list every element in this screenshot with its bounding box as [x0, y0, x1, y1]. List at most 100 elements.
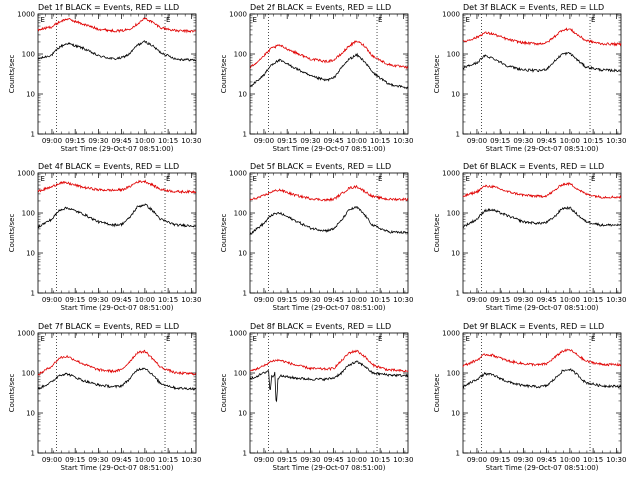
panel-title: Det 4f BLACK = Events, RED = LLD [38, 162, 179, 171]
e-marker: E [591, 335, 595, 343]
y-axis-label: Counts/sec [8, 374, 16, 413]
panel-title: Det 8f BLACK = Events, RED = LLD [250, 322, 391, 331]
x-tick-label: 10:30 [181, 456, 201, 464]
x-tick-label: 09:30 [88, 456, 108, 464]
y-tick-label: 1000 [229, 330, 247, 338]
x-tick-label: 09:00 [467, 456, 487, 464]
x-tick-label: 09:00 [42, 296, 62, 304]
detector-panel: Det 3f BLACK = Events, RED = LLD 1 10 100 10… [433, 3, 626, 153]
y-tick-label: 10 [238, 250, 247, 258]
y-tick-label: 10 [238, 410, 247, 418]
x-axis-label: Start Time (29-Oct-07 08:51:00) [486, 464, 599, 472]
lld-series-line [37, 17, 196, 34]
panel-title: Det 7f BLACK = Events, RED = LLD [38, 322, 179, 331]
y-tick-label: 100 [22, 51, 35, 59]
x-tick-label: 09:45 [537, 137, 557, 145]
x-axis-label: Start Time (29-Oct-07 08:51:00) [273, 145, 386, 153]
y-tick-label: 1000 [442, 330, 460, 338]
x-tick-label: 09:30 [300, 137, 320, 145]
y-tick-label: 1 [31, 131, 35, 139]
y-tick-label: 1 [456, 450, 460, 458]
e-marker: E [166, 335, 170, 343]
lld-series-line [37, 179, 197, 195]
x-tick-label: 09:45 [537, 456, 557, 464]
lld-series-line [249, 184, 409, 202]
x-tick-label: 10:15 [370, 296, 390, 304]
y-axis-label: Counts/sec [433, 214, 441, 253]
y-tick-label: 10 [26, 250, 35, 258]
y-axis-label: Counts/sec [8, 214, 16, 253]
events-series-line [37, 367, 197, 391]
plot-frame [37, 13, 197, 135]
x-axis-label: Start Time (29-Oct-07 08:51:00) [486, 145, 599, 153]
x-axis-label: Start Time (29-Oct-07 08:51:00) [61, 304, 174, 312]
x-tick-label: 10:30 [181, 137, 201, 145]
x-tick-label: 09:45 [324, 137, 344, 145]
y-tick-label: 1 [456, 131, 460, 139]
x-tick-label: 10:15 [370, 456, 390, 464]
x-tick-label: 10:30 [606, 456, 626, 464]
detector-panel: Det 1f BLACK = Events, RED = LLD 1 10 100 10… [8, 3, 201, 153]
e-marker: E [41, 335, 45, 343]
events-series-line [249, 360, 409, 403]
x-tick-label: 10:00 [560, 296, 580, 304]
lld-series-line [249, 40, 408, 70]
x-tick-label: 09:45 [537, 296, 557, 304]
x-tick-label: 09:15 [490, 456, 510, 464]
x-tick-label: 10:00 [135, 296, 155, 304]
x-tick-label: 09:00 [467, 137, 487, 145]
e-marker: E [378, 335, 382, 343]
x-tick-label: 09:15 [65, 137, 85, 145]
e-marker: E [41, 16, 45, 24]
y-tick-label: 10 [26, 91, 35, 99]
x-tick-label: 09:00 [467, 296, 487, 304]
x-tick-label: 09:00 [42, 137, 62, 145]
x-tick-label: 09:15 [65, 456, 85, 464]
y-tick-label: 1 [243, 450, 247, 458]
panel-title: Det 2f BLACK = Events, RED = LLD [250, 3, 391, 12]
y-tick-label: 1 [243, 131, 247, 139]
y-tick-label: 100 [234, 51, 247, 59]
y-axis-label: Counts/sec [433, 55, 441, 94]
detector-panel: Det 6f BLACK = Events, RED = LLD 1 10 100 10… [433, 162, 626, 312]
y-tick-label: 1000 [17, 11, 35, 19]
x-tick-label: 10:15 [583, 137, 603, 145]
e-marker: E [253, 16, 257, 24]
x-tick-label: 09:45 [112, 296, 132, 304]
e-marker: E [591, 175, 595, 183]
x-tick-label: 10:15 [370, 137, 390, 145]
e-marker: E [466, 175, 470, 183]
y-tick-label: 100 [447, 210, 460, 218]
x-tick-label: 10:00 [560, 456, 580, 464]
x-tick-label: 10:15 [158, 456, 178, 464]
e-marker: E [466, 16, 470, 24]
events-series-line [462, 206, 622, 229]
x-tick-label: 10:15 [583, 456, 603, 464]
events-series-line [249, 206, 409, 236]
x-tick-label: 10:15 [158, 296, 178, 304]
x-tick-label: 09:45 [324, 296, 344, 304]
y-tick-label: 1 [31, 450, 35, 458]
y-tick-label: 100 [234, 370, 247, 378]
panel-title: Det 3f BLACK = Events, RED = LLD [463, 3, 604, 12]
x-tick-label: 09:15 [490, 137, 510, 145]
x-tick-label: 10:00 [347, 296, 367, 304]
x-tick-label: 09:30 [300, 456, 320, 464]
x-tick-label: 09:00 [254, 296, 274, 304]
x-tick-label: 10:00 [560, 137, 580, 145]
y-tick-label: 1 [31, 290, 35, 298]
lld-series-line [462, 27, 622, 47]
x-tick-label: 10:30 [393, 137, 413, 145]
detector-panel: Det 5f BLACK = Events, RED = LLD 1 10 100 10… [220, 162, 413, 312]
y-tick-label: 1000 [229, 170, 247, 178]
panel-title: Det 1f BLACK = Events, RED = LLD [38, 3, 179, 12]
detector-panel: Det 9f BLACK = Events, RED = LLD 1 10 100 10… [433, 322, 626, 472]
e-marker: E [41, 175, 45, 183]
x-tick-label: 10:00 [135, 456, 155, 464]
x-tick-label: 09:15 [277, 137, 297, 145]
x-tick-label: 09:15 [65, 296, 85, 304]
y-tick-label: 100 [22, 370, 35, 378]
plot-frame [462, 13, 622, 135]
y-tick-label: 1 [243, 290, 247, 298]
